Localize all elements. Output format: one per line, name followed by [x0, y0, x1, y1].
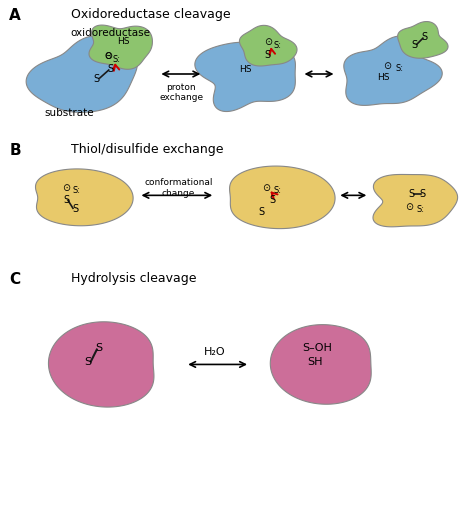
Text: ⊙: ⊙ — [405, 202, 413, 212]
Text: ⊙: ⊙ — [383, 61, 391, 71]
Text: Hydrolysis cleavage: Hydrolysis cleavage — [71, 272, 197, 285]
Polygon shape — [373, 175, 457, 227]
Text: C: C — [9, 272, 20, 287]
Text: S̈:: S̈: — [274, 186, 282, 195]
Polygon shape — [270, 324, 371, 404]
Text: S̈:: S̈: — [274, 41, 282, 49]
Text: S̈:: S̈: — [417, 205, 425, 214]
Text: S: S — [259, 207, 265, 217]
Text: S: S — [84, 357, 91, 368]
Text: S: S — [265, 50, 271, 60]
Text: S̈:: S̈: — [73, 186, 81, 195]
Polygon shape — [229, 166, 335, 229]
Text: SH: SH — [307, 357, 322, 368]
Polygon shape — [398, 21, 448, 58]
Text: A: A — [9, 8, 21, 23]
Polygon shape — [89, 25, 153, 69]
Text: S̈:: S̈: — [395, 63, 403, 72]
Text: S̈:: S̈: — [113, 55, 121, 63]
Polygon shape — [344, 36, 442, 106]
Text: ⊙: ⊙ — [104, 51, 112, 61]
Text: HS̈: HS̈ — [239, 64, 251, 73]
Text: substrate: substrate — [44, 108, 94, 118]
Text: HS̈: HS̈ — [118, 37, 130, 46]
Text: B: B — [9, 142, 21, 158]
Text: S: S — [420, 189, 426, 199]
Text: oxidoreductase: oxidoreductase — [71, 28, 151, 38]
Text: conformational
change: conformational change — [144, 178, 213, 198]
Text: S: S — [422, 32, 428, 42]
Text: ⊙: ⊙ — [264, 37, 272, 47]
Text: HS̈: HS̈ — [377, 73, 389, 83]
Polygon shape — [48, 322, 154, 407]
Text: S: S — [270, 196, 276, 205]
Text: S: S — [95, 343, 102, 353]
Text: Thiol/disulfide exchange: Thiol/disulfide exchange — [71, 142, 223, 155]
Polygon shape — [26, 36, 137, 112]
Text: S: S — [94, 74, 100, 84]
Polygon shape — [36, 169, 133, 226]
Text: S–OH: S–OH — [302, 343, 332, 353]
Text: S: S — [408, 189, 414, 199]
Text: S: S — [72, 204, 78, 214]
Text: ⊙: ⊙ — [62, 184, 70, 193]
Polygon shape — [195, 42, 295, 111]
Text: S: S — [411, 40, 417, 50]
Text: S: S — [63, 196, 69, 205]
Polygon shape — [239, 25, 297, 66]
Text: ⊙: ⊙ — [262, 184, 270, 193]
Text: H₂O: H₂O — [204, 346, 226, 357]
Text: proton
exchange: proton exchange — [159, 83, 203, 102]
Text: Θ: Θ — [104, 51, 111, 61]
Text: S: S — [108, 64, 114, 74]
Text: Oxidoreductase cleavage: Oxidoreductase cleavage — [71, 8, 231, 21]
